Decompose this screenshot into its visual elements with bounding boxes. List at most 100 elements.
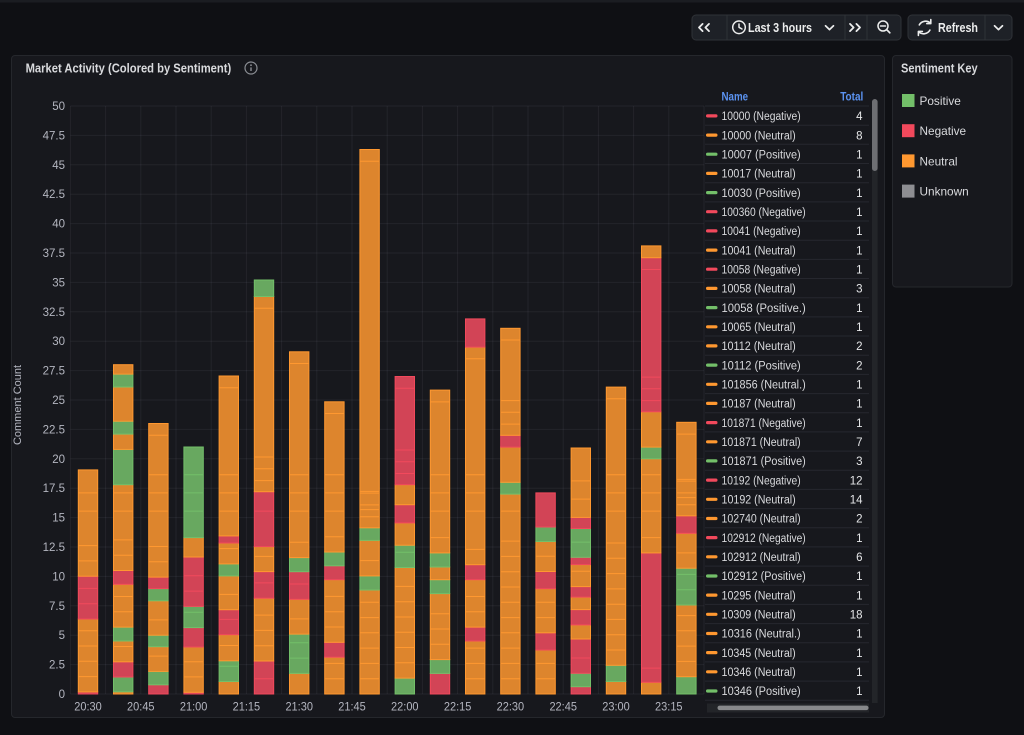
- svg-text:3: 3: [856, 284, 862, 296]
- svg-text:1: 1: [856, 264, 862, 276]
- svg-text:101871 (Negative): 101871 (Negative): [722, 418, 806, 430]
- svg-text:101871 (Neutral): 101871 (Neutral): [722, 437, 801, 449]
- svg-text:1: 1: [856, 380, 862, 392]
- svg-text:2.5: 2.5: [49, 660, 65, 672]
- svg-text:10187 (Neutral): 10187 (Neutral): [722, 399, 796, 411]
- svg-text:10058 (Neutral): 10058 (Neutral): [722, 284, 796, 296]
- svg-text:10058 (Positive.): 10058 (Positive.): [722, 303, 806, 315]
- svg-text:21:15: 21:15: [233, 699, 261, 713]
- svg-text:1: 1: [856, 667, 862, 679]
- svg-text:1: 1: [856, 533, 862, 545]
- svg-text:102740 (Neutral): 102740 (Neutral): [722, 514, 801, 526]
- svg-text:1: 1: [856, 169, 862, 181]
- svg-text:10000 (Neutral): 10000 (Neutral): [722, 130, 796, 142]
- svg-text:20: 20: [52, 454, 65, 466]
- svg-text:42.5: 42.5: [43, 189, 65, 201]
- svg-text:45: 45: [52, 160, 65, 172]
- svg-text:15: 15: [52, 513, 65, 525]
- svg-text:Negative: Negative: [920, 124, 967, 138]
- svg-text:22.5: 22.5: [43, 424, 65, 436]
- svg-text:22:45: 22:45: [549, 699, 577, 713]
- svg-text:12.5: 12.5: [43, 542, 65, 554]
- svg-text:20:30: 20:30: [74, 699, 102, 713]
- svg-text:102912 (Positive): 102912 (Positive): [722, 571, 806, 583]
- svg-text:5: 5: [59, 630, 65, 642]
- svg-text:2: 2: [856, 514, 862, 526]
- svg-text:Neutral: Neutral: [920, 154, 958, 168]
- svg-text:1: 1: [856, 648, 862, 660]
- svg-text:47.5: 47.5: [43, 130, 65, 142]
- svg-text:1: 1: [856, 629, 862, 641]
- svg-text:3: 3: [856, 456, 862, 468]
- svg-text:Comment Count: Comment Count: [12, 365, 24, 445]
- svg-text:10058 (Negative): 10058 (Negative): [722, 264, 801, 276]
- svg-text:1: 1: [856, 245, 862, 257]
- svg-text:1: 1: [856, 303, 862, 315]
- svg-text:10065 (Neutral): 10065 (Neutral): [722, 322, 796, 334]
- svg-text:20:45: 20:45: [127, 699, 155, 713]
- svg-text:10017 (Neutral): 10017 (Neutral): [722, 169, 796, 181]
- svg-text:1: 1: [856, 418, 862, 430]
- svg-text:2: 2: [856, 341, 862, 353]
- svg-text:10316 (Neutral.): 10316 (Neutral.): [722, 629, 801, 641]
- svg-text:1: 1: [856, 322, 862, 334]
- svg-text:40: 40: [52, 219, 65, 231]
- svg-text:101856 (Neutral.): 101856 (Neutral.): [722, 380, 806, 392]
- svg-text:Last 3 hours: Last 3 hours: [748, 20, 812, 35]
- svg-text:10346 (Positive): 10346 (Positive): [722, 686, 801, 698]
- svg-text:22:30: 22:30: [497, 699, 525, 713]
- svg-text:17.5: 17.5: [43, 483, 65, 495]
- svg-text:10112 (Positive): 10112 (Positive): [722, 360, 801, 372]
- svg-text:Positive: Positive: [920, 94, 962, 108]
- svg-text:1: 1: [856, 571, 862, 583]
- svg-text:37.5: 37.5: [43, 248, 65, 260]
- svg-text:Sentiment Key: Sentiment Key: [901, 61, 978, 75]
- svg-text:10041 (Neutral): 10041 (Neutral): [722, 245, 796, 257]
- svg-text:10: 10: [52, 571, 65, 583]
- svg-text:10295 (Neutral): 10295 (Neutral): [722, 590, 796, 602]
- svg-text:10346 (Neutral): 10346 (Neutral): [722, 667, 796, 679]
- svg-text:101871 (Positive): 101871 (Positive): [722, 456, 806, 468]
- svg-text:10000 (Negative): 10000 (Negative): [722, 111, 801, 123]
- svg-text:10345 (Neutral): 10345 (Neutral): [722, 648, 796, 660]
- svg-text:30: 30: [52, 336, 65, 348]
- svg-text:10309 (Neutral): 10309 (Neutral): [722, 610, 796, 622]
- svg-text:7.5: 7.5: [49, 601, 65, 613]
- svg-text:100360 (Negative): 100360 (Negative): [722, 207, 806, 219]
- svg-text:21:00: 21:00: [180, 699, 208, 713]
- svg-text:21:30: 21:30: [285, 699, 313, 713]
- svg-text:Unknown: Unknown: [920, 185, 969, 199]
- svg-text:12: 12: [850, 475, 863, 487]
- svg-text:23:15: 23:15: [655, 699, 683, 713]
- svg-text:14: 14: [850, 495, 863, 507]
- svg-text:18: 18: [850, 610, 863, 622]
- svg-text:1: 1: [856, 207, 862, 219]
- svg-text:102912 (Neutral): 102912 (Neutral): [722, 552, 801, 564]
- svg-text:Total: Total: [840, 91, 863, 103]
- svg-text:102912 (Negative): 102912 (Negative): [722, 533, 806, 545]
- svg-text:21:45: 21:45: [338, 699, 366, 713]
- svg-text:Refresh: Refresh: [938, 20, 978, 35]
- svg-text:25: 25: [52, 395, 65, 407]
- svg-text:4: 4: [856, 111, 863, 123]
- svg-text:10007 (Positive): 10007 (Positive): [722, 149, 801, 161]
- svg-text:1: 1: [856, 590, 862, 602]
- svg-text:10192 (Negative): 10192 (Negative): [722, 475, 801, 487]
- svg-text:Market Activity (Colored by Se: Market Activity (Colored by Sentiment): [26, 60, 232, 75]
- svg-text:10041 (Negative): 10041 (Negative): [722, 226, 801, 238]
- svg-text:1: 1: [856, 686, 862, 698]
- svg-text:22:15: 22:15: [444, 699, 472, 713]
- svg-text:2: 2: [856, 360, 862, 372]
- svg-text:1: 1: [856, 188, 862, 200]
- svg-text:7: 7: [856, 437, 862, 449]
- svg-text:10112 (Neutral): 10112 (Neutral): [722, 341, 796, 353]
- svg-text:10030 (Positive): 10030 (Positive): [722, 188, 801, 200]
- svg-text:8: 8: [856, 130, 862, 142]
- svg-text:10192 (Neutral): 10192 (Neutral): [722, 495, 796, 507]
- svg-text:Name: Name: [722, 91, 749, 103]
- svg-text:0: 0: [59, 689, 65, 701]
- svg-text:50: 50: [52, 101, 65, 113]
- svg-text:22:00: 22:00: [391, 699, 419, 713]
- svg-text:35: 35: [52, 277, 65, 289]
- svg-text:27.5: 27.5: [43, 366, 65, 378]
